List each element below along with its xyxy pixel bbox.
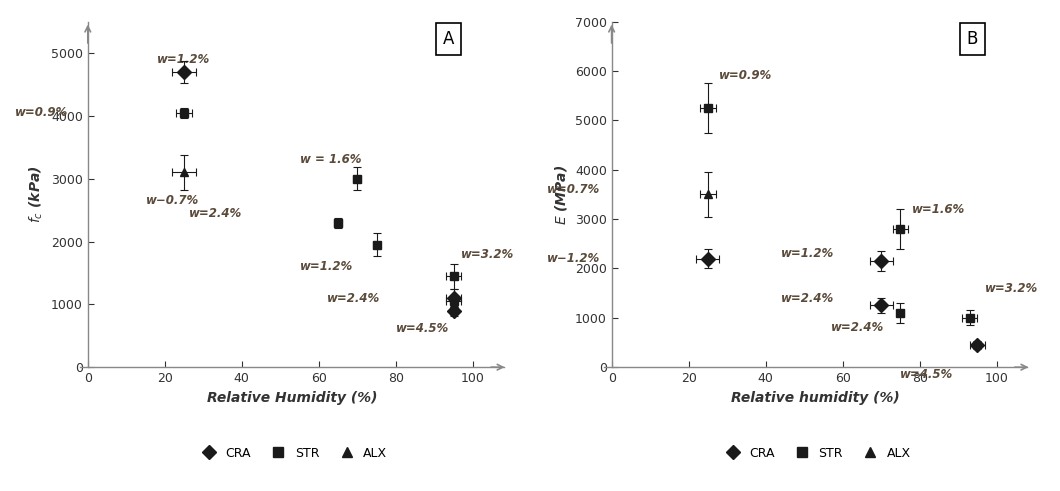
Y-axis label: $E$ (MPa): $E$ (MPa) xyxy=(553,164,569,224)
Text: w=4.5%: w=4.5% xyxy=(395,322,449,335)
Text: w=1.2%: w=1.2% xyxy=(781,247,834,260)
Text: w=2.4%: w=2.4% xyxy=(189,207,242,220)
Legend: CRA, STR, ALX: CRA, STR, ALX xyxy=(192,441,392,464)
Text: w=4.5%: w=4.5% xyxy=(900,368,954,381)
Text: w=3.2%: w=3.2% xyxy=(985,282,1039,295)
Text: w=0.7%: w=0.7% xyxy=(547,183,600,196)
Text: w=1.2%: w=1.2% xyxy=(157,53,210,66)
Text: w=1.6%: w=1.6% xyxy=(912,203,966,216)
X-axis label: Relative Humidity (%): Relative Humidity (%) xyxy=(207,390,377,405)
Text: w=2.4%: w=2.4% xyxy=(328,292,381,304)
Text: w=2.4%: w=2.4% xyxy=(831,321,884,334)
Text: w=0.9%: w=0.9% xyxy=(720,69,773,82)
Text: w−1.2%: w−1.2% xyxy=(547,252,600,265)
Text: w=1.2%: w=1.2% xyxy=(300,260,353,273)
Text: w=2.4%: w=2.4% xyxy=(781,292,834,304)
X-axis label: Relative humidity (%): Relative humidity (%) xyxy=(731,390,900,405)
Text: B: B xyxy=(967,30,978,48)
Text: w = 1.6%: w = 1.6% xyxy=(300,153,361,166)
Text: A: A xyxy=(443,30,455,48)
Y-axis label: $f_c$ (kPa): $f_c$ (kPa) xyxy=(28,165,46,223)
Text: w=3.2%: w=3.2% xyxy=(461,247,514,261)
Legend: CRA, STR, ALX: CRA, STR, ALX xyxy=(716,441,916,464)
Text: w−0.7%: w−0.7% xyxy=(145,194,199,207)
Text: w=0.9%: w=0.9% xyxy=(15,106,69,119)
